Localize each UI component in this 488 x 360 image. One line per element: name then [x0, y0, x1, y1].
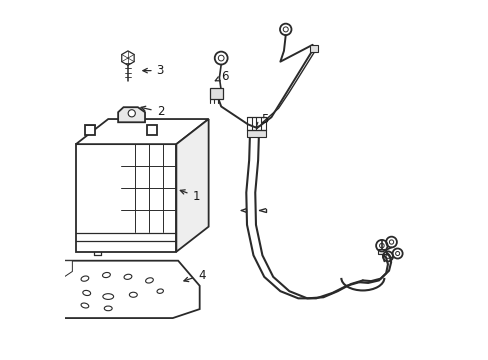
- Polygon shape: [76, 119, 208, 144]
- Polygon shape: [118, 107, 145, 122]
- Text: 6: 6: [215, 69, 228, 82]
- Polygon shape: [85, 125, 95, 135]
- Text: 2: 2: [141, 105, 164, 118]
- Text: 5: 5: [255, 113, 267, 127]
- Polygon shape: [246, 130, 265, 137]
- Polygon shape: [378, 249, 386, 254]
- Polygon shape: [122, 51, 134, 65]
- Circle shape: [128, 110, 135, 117]
- Polygon shape: [309, 45, 317, 52]
- Text: 1: 1: [180, 190, 200, 203]
- Polygon shape: [76, 144, 176, 252]
- Polygon shape: [176, 119, 208, 252]
- Polygon shape: [37, 261, 199, 318]
- Text: 4: 4: [183, 269, 205, 282]
- Polygon shape: [56, 261, 72, 282]
- Polygon shape: [209, 88, 223, 99]
- Text: 3: 3: [142, 64, 163, 77]
- Polygon shape: [147, 125, 157, 135]
